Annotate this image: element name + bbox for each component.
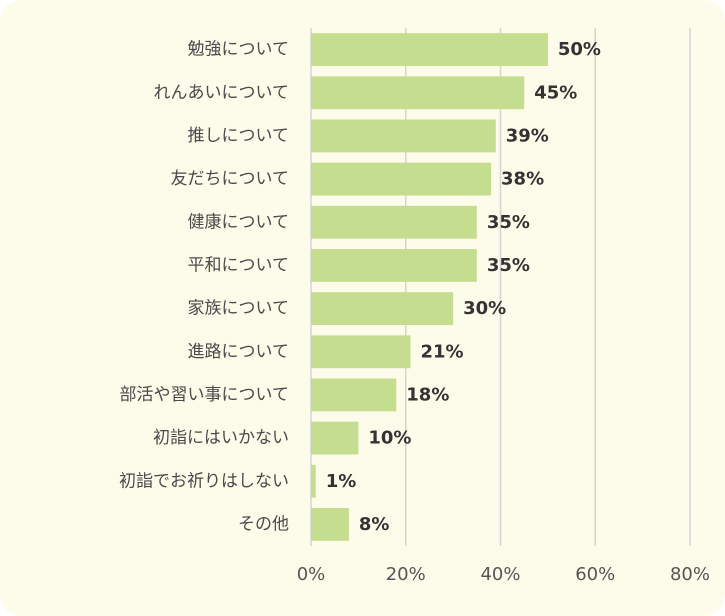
value-label-6: 30%	[463, 298, 506, 319]
value-label-9: 10%	[368, 428, 411, 449]
category-label-7: 進路について	[188, 342, 290, 362]
bar-0	[311, 33, 548, 66]
value-label-3: 38%	[501, 169, 544, 190]
bar-6	[311, 292, 454, 325]
bar-4	[311, 205, 477, 239]
category-label-9: 初詣にはいかない	[153, 428, 289, 448]
bar-11	[311, 508, 349, 541]
category-label-10: 初詣でお祈りはしない	[119, 471, 289, 491]
x-tick-label-40: 40%	[480, 564, 520, 585]
category-label-5: 平和について	[188, 255, 290, 275]
value-label-4: 35%	[487, 212, 530, 233]
category-label-4: 健康について	[188, 212, 290, 232]
value-label-8: 18%	[406, 384, 449, 405]
bar-1	[311, 76, 525, 110]
category-label-11: その他	[238, 514, 289, 534]
category-label-0: 勉強について	[188, 40, 290, 60]
value-label-7: 21%	[420, 341, 463, 362]
value-label-10: 1%	[326, 471, 357, 492]
x-tick-label-60: 60%	[575, 564, 615, 585]
category-label-2: 推しについて	[188, 126, 290, 146]
value-label-11: 8%	[359, 514, 390, 535]
category-label-6: 家族について	[188, 299, 290, 319]
value-label-1: 45%	[534, 82, 577, 103]
category-label-3: 友だちについて	[171, 169, 290, 189]
bar-9	[311, 421, 359, 455]
category-label-8: 部活や習い事について	[120, 385, 290, 405]
x-tick-label-20: 20%	[386, 564, 426, 585]
bar-10	[311, 464, 316, 498]
category-label-1: れんあいについて	[154, 83, 290, 103]
bar-3	[311, 162, 492, 196]
value-label-0: 50%	[558, 39, 601, 60]
bar-7	[311, 335, 411, 369]
x-tick-label-0: 0%	[297, 564, 326, 585]
bar-8	[311, 378, 397, 412]
bar-2	[311, 119, 496, 153]
bar-5	[311, 249, 477, 282]
value-label-5: 35%	[487, 255, 530, 276]
value-label-2: 39%	[506, 125, 549, 146]
x-tick-label-80: 80%	[670, 564, 710, 585]
